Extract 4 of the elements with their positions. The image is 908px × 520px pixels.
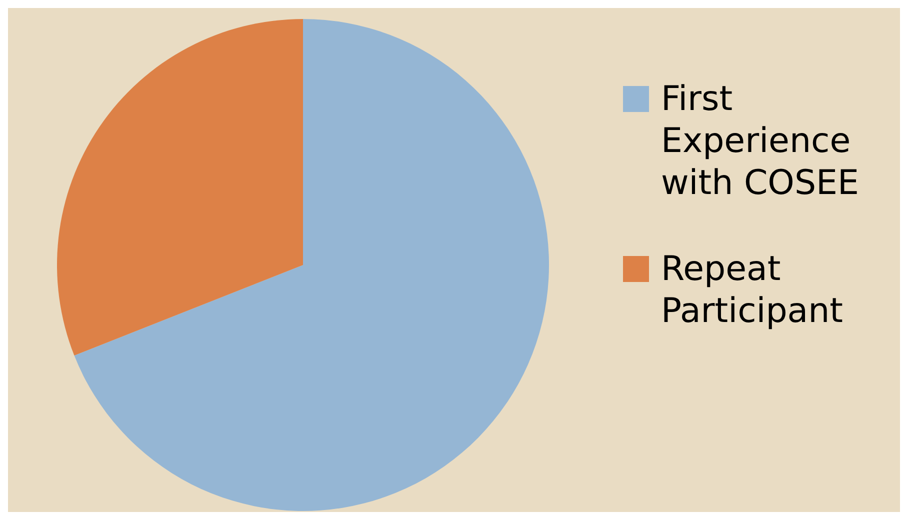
legend-label: First Experience with COSEE bbox=[661, 78, 860, 204]
pie-slice bbox=[74, 19, 549, 511]
pie-slice bbox=[57, 19, 303, 356]
legend-label: Repeat Participant bbox=[661, 248, 844, 332]
